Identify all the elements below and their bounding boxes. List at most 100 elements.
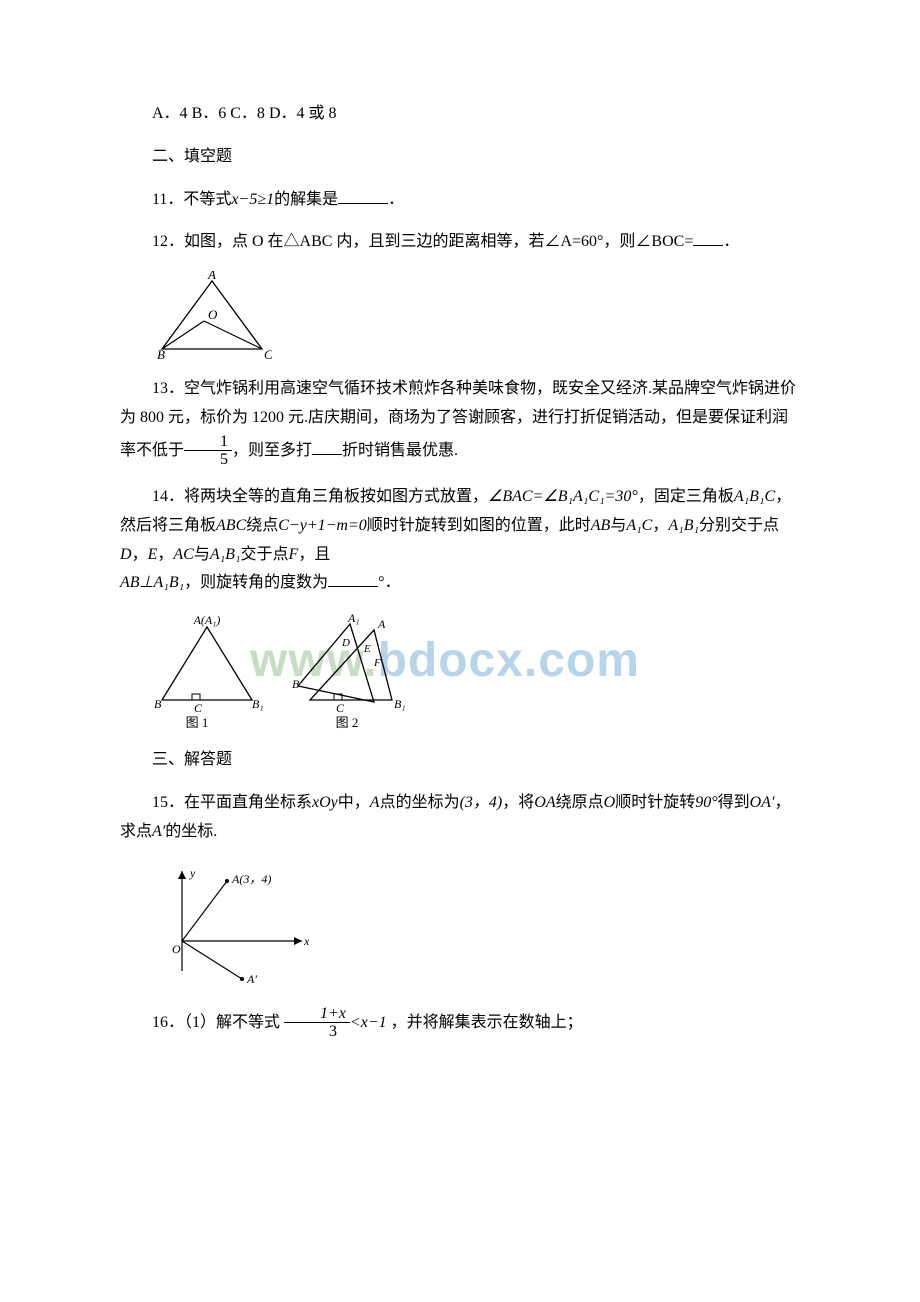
svg-text:B: B <box>154 697 162 711</box>
q14-figure: A(A₁) B C B₁ 图 1 A₁ A B C B₁ D E F 图 2 <box>152 612 800 732</box>
q14-t2: ∠BAC=∠B₁A₁C₁=30° <box>488 488 638 505</box>
q14-t13: ， <box>652 517 668 534</box>
q15-t13: 得到 <box>718 794 750 811</box>
q15-t16: A′ <box>152 823 165 840</box>
svg-text:A(3，4): A(3，4) <box>231 872 271 886</box>
section-3-title: 三、解答题 <box>120 746 800 775</box>
svg-text:x: x <box>303 934 310 948</box>
q14-t10: AB <box>591 517 611 534</box>
q14-t16: D <box>120 546 132 563</box>
q15-t3: 中， <box>338 794 370 811</box>
svg-text:A: A <box>377 617 386 631</box>
svg-text:B₁: B₁ <box>394 697 406 711</box>
svg-text:C: C <box>194 701 203 715</box>
q13-line3: 折时销售最优惠. <box>342 442 458 459</box>
svg-text:A′: A′ <box>246 972 257 986</box>
q15-t10: O <box>604 794 616 811</box>
q13-frac-num: 1 <box>184 433 232 452</box>
q13-frac: 15 <box>184 433 232 469</box>
svg-text:B: B <box>157 347 165 361</box>
svg-text:O: O <box>172 942 181 956</box>
q14-blank <box>328 571 378 587</box>
svg-text:O: O <box>208 307 218 322</box>
q15-t17: 的坐标. <box>165 823 217 840</box>
q14-t28: °． <box>378 574 400 591</box>
q14: 14．将两块全等的直角三角板按如图方式放置，∠BAC=∠B₁A₁C₁=30°，固… <box>120 483 800 598</box>
svg-text:A(A₁): A(A₁) <box>193 613 221 627</box>
q15-t12: 90° <box>695 794 717 811</box>
q15-t8: OA <box>534 794 555 811</box>
q14-t11: 与 <box>610 517 626 534</box>
q10-optD: D．4 或 8 <box>269 105 337 122</box>
svg-text:A₁: A₁ <box>347 612 360 625</box>
q15-figure: y x O A(3，4) A′ <box>152 861 800 991</box>
q12-text: 12．如图，点 O 在△ABC 内，且到三边的距离相等，若∠A=60°，则∠BO… <box>152 233 693 250</box>
q13-frac-den: 5 <box>184 451 232 469</box>
svg-text:E: E <box>363 643 371 655</box>
svg-text:y: y <box>189 866 196 880</box>
q14-t6: ABC <box>216 517 246 534</box>
q14-t4: A₁B₁C <box>734 488 775 505</box>
q15-t1: 15．在平面直角坐标系 <box>152 794 312 811</box>
q11-prefix: 11．不等式 <box>152 191 231 208</box>
svg-text:D: D <box>341 637 350 649</box>
q12-figure: A B C O <box>152 271 800 361</box>
q15-t11: 顺时针旋转 <box>615 794 695 811</box>
q15-t6: (3，4) <box>460 794 503 811</box>
q15-t7: ，将 <box>502 794 534 811</box>
q14-t14: A₁B₁ <box>668 517 699 534</box>
svg-text:C: C <box>336 701 345 715</box>
q14-t17: ， <box>132 546 148 563</box>
svg-text:B₁: B₁ <box>252 697 264 711</box>
q15-t9: 绕原点 <box>556 794 604 811</box>
q14-t3: ，固定三角板 <box>638 488 734 505</box>
q14-t19: ， <box>157 546 173 563</box>
q13-blank <box>312 439 342 455</box>
q12-end: ． <box>723 233 739 250</box>
svg-text:C: C <box>264 347 272 361</box>
q15-t14: OA′ <box>750 794 775 811</box>
svg-text:F: F <box>373 657 381 669</box>
q10-optC: C．8 <box>230 105 265 122</box>
q14-t15: 分别交于点 <box>699 517 779 534</box>
svg-text:图 1: 图 1 <box>186 715 209 730</box>
q14-t18: E <box>148 546 158 563</box>
q11-suffix: 的解集是 <box>274 191 338 208</box>
q14-t23: 交于点 <box>241 546 289 563</box>
q11-expr: x−5≥1 <box>231 191 274 208</box>
q15-t2: xOy <box>312 794 338 811</box>
q10-options: A．4 B．6 C．8 D．4 或 8 <box>120 100 800 129</box>
q10-optB: B．6 <box>192 105 227 122</box>
q16: 16．（1）解不等式 1+x3<x−1 ，并将解集表示在数轴上； <box>120 1005 800 1041</box>
q10-optA: A．4 <box>152 105 188 122</box>
q14-t21: 与 <box>194 546 210 563</box>
q11-blank <box>338 188 388 204</box>
q14-t9: 顺时针旋转到如图的位置，此时 <box>367 517 591 534</box>
q16-frac-num: 1+x <box>284 1005 350 1024</box>
q15-t4: A <box>370 794 380 811</box>
svg-text:图 2: 图 2 <box>336 715 359 730</box>
q11: 11．不等式x−5≥1的解集是 ． <box>120 186 800 215</box>
q15-t5: 点的坐标为 <box>380 794 460 811</box>
q15: 15．在平面直角坐标系xOy中，A点的坐标为(3，4)，将OA绕原点O顺时针旋转… <box>120 789 800 847</box>
q16-t1: 16．（1）解不等式 <box>152 1013 280 1030</box>
q14-t27: ，则旋转角的度数为 <box>184 574 328 591</box>
q13: 13．空气炸锅利用高速空气循环技术煎炸各种美味食物，既安全又经济.某品牌空气炸锅… <box>120 375 800 469</box>
section-2-title: 二、填空题 <box>120 143 800 172</box>
q14-t20: AC <box>173 546 193 563</box>
q16-t3: ，并将解集表示在数轴上； <box>391 1013 583 1030</box>
q16-t2: <x−1 <box>350 1013 387 1030</box>
q11-end: ． <box>388 191 404 208</box>
svg-text:B: B <box>292 677 300 691</box>
q14-t12: A₁C <box>626 517 652 534</box>
svg-text:A: A <box>207 271 216 282</box>
q12-blank <box>693 230 723 246</box>
q13-line2: ，则至多打 <box>232 442 312 459</box>
q12: 12．如图，点 O 在△ABC 内，且到三边的距离相等，若∠A=60°，则∠BO… <box>120 228 800 257</box>
q14-t7: 绕点 <box>246 517 278 534</box>
q14-t8: C−y+1−m=0 <box>278 517 367 534</box>
q14-t26: AB⊥A₁B₁ <box>120 574 184 591</box>
q14-t25: ，且 <box>298 546 330 563</box>
q14-t22: A₁B₁ <box>210 546 241 563</box>
q14-t24: F <box>289 546 299 563</box>
